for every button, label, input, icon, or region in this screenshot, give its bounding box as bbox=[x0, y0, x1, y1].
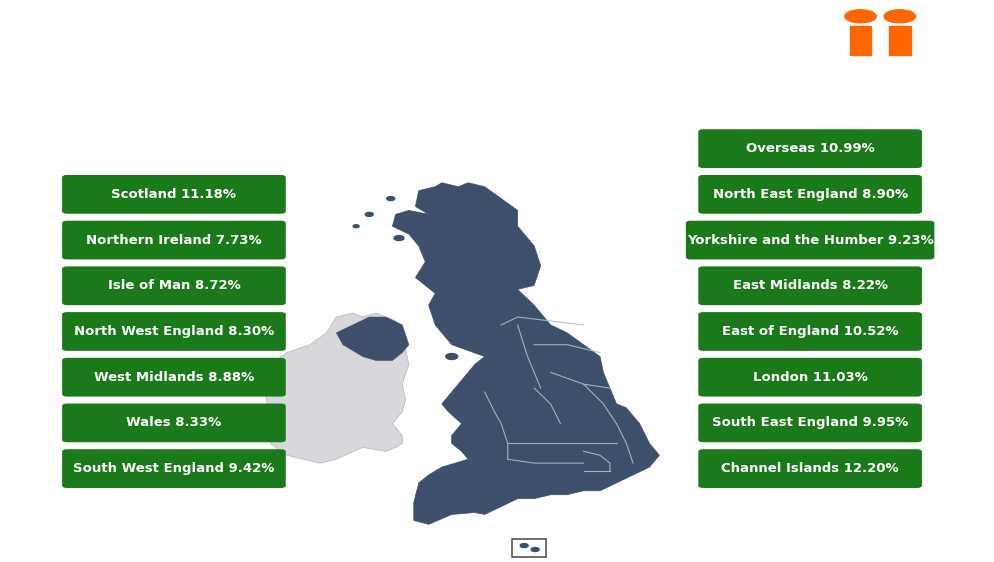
FancyBboxPatch shape bbox=[698, 358, 921, 397]
Text: Overseas 10.99%: Overseas 10.99% bbox=[746, 142, 875, 155]
Circle shape bbox=[520, 543, 528, 547]
Text: investor: investor bbox=[928, 36, 990, 49]
FancyBboxPatch shape bbox=[698, 449, 921, 488]
Bar bbox=[850, 26, 872, 56]
Text: East of England 10.52%: East of England 10.52% bbox=[722, 325, 899, 338]
Polygon shape bbox=[393, 183, 659, 524]
Text: South East England 9.95%: South East England 9.95% bbox=[712, 416, 909, 429]
Text: London 11.03%: London 11.03% bbox=[752, 371, 868, 384]
FancyBboxPatch shape bbox=[62, 175, 286, 214]
FancyBboxPatch shape bbox=[698, 266, 921, 305]
Circle shape bbox=[531, 547, 539, 551]
FancyBboxPatch shape bbox=[686, 221, 934, 260]
Text: ii private investor index - regional returns since 1/1/2020: ii private investor index - regional ret… bbox=[15, 19, 956, 47]
FancyBboxPatch shape bbox=[62, 266, 286, 305]
Circle shape bbox=[394, 235, 404, 241]
Text: North West England 8.30%: North West England 8.30% bbox=[74, 325, 274, 338]
Polygon shape bbox=[263, 313, 409, 463]
Text: East Midlands 8.22%: East Midlands 8.22% bbox=[733, 279, 888, 292]
Circle shape bbox=[428, 268, 436, 271]
FancyBboxPatch shape bbox=[698, 175, 921, 214]
Text: interactive: interactive bbox=[928, 13, 994, 26]
Text: Isle of Man 8.72%: Isle of Man 8.72% bbox=[107, 279, 241, 292]
Text: South West England 9.42%: South West England 9.42% bbox=[74, 462, 274, 475]
FancyBboxPatch shape bbox=[62, 312, 286, 351]
FancyBboxPatch shape bbox=[62, 404, 286, 442]
FancyBboxPatch shape bbox=[512, 539, 546, 557]
Polygon shape bbox=[336, 317, 409, 360]
Text: Channel Islands 12.20%: Channel Islands 12.20% bbox=[722, 462, 899, 475]
Text: Northern Ireland 7.73%: Northern Ireland 7.73% bbox=[86, 234, 261, 247]
Circle shape bbox=[366, 212, 374, 216]
Circle shape bbox=[884, 10, 915, 23]
FancyBboxPatch shape bbox=[698, 404, 921, 442]
Text: Yorkshire and the Humber 9.23%: Yorkshire and the Humber 9.23% bbox=[687, 234, 933, 247]
Circle shape bbox=[445, 353, 457, 360]
Bar bbox=[889, 26, 911, 56]
FancyBboxPatch shape bbox=[62, 449, 286, 488]
FancyBboxPatch shape bbox=[698, 312, 921, 351]
Text: North East England 8.90%: North East England 8.90% bbox=[713, 188, 908, 201]
Circle shape bbox=[845, 10, 877, 23]
Text: West Midlands 8.88%: West Midlands 8.88% bbox=[93, 371, 254, 384]
Text: Scotland 11.18%: Scotland 11.18% bbox=[111, 188, 237, 201]
Circle shape bbox=[353, 225, 359, 228]
FancyBboxPatch shape bbox=[698, 129, 921, 168]
Text: Wales 8.33%: Wales 8.33% bbox=[126, 416, 222, 429]
FancyBboxPatch shape bbox=[62, 221, 286, 260]
Circle shape bbox=[387, 197, 395, 201]
FancyBboxPatch shape bbox=[62, 358, 286, 397]
